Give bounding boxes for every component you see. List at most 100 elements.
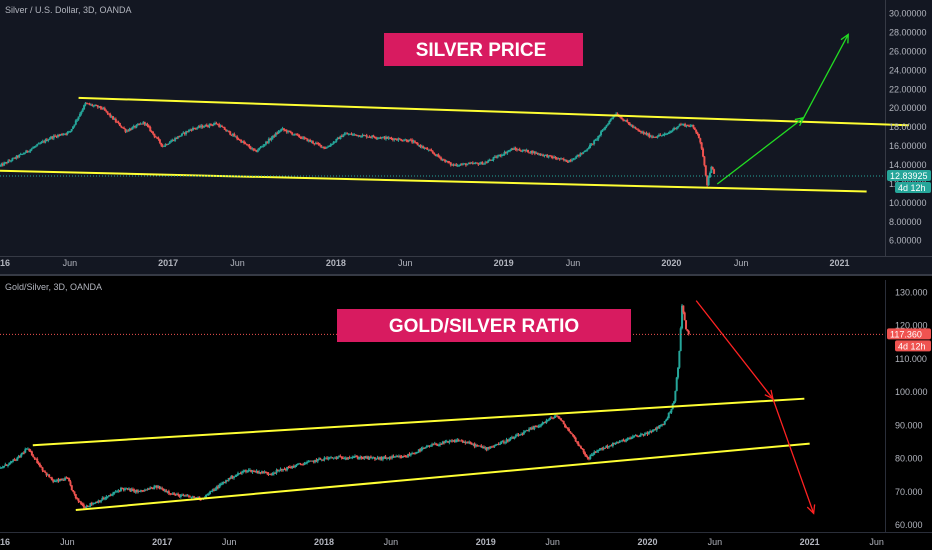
candle-body (318, 144, 321, 146)
candle-body (150, 131, 153, 133)
candle-body (78, 501, 81, 503)
candle-body (618, 441, 621, 444)
candle-body (255, 150, 258, 152)
up-arrow-line[interactable] (803, 34, 849, 119)
candle-body (488, 447, 491, 449)
bottom-candles (0, 303, 690, 510)
price-tick-label: 100.000 (895, 387, 928, 397)
candle-body (141, 490, 144, 492)
candle-body (343, 133, 346, 136)
candle-body (50, 477, 53, 481)
candle-body (403, 456, 406, 458)
candle-body (241, 141, 244, 143)
candle-body (162, 488, 165, 492)
up-arrow-line[interactable] (716, 117, 805, 185)
candle-body (96, 105, 99, 108)
bottom-time-axis[interactable]: 2016 Jun 2017 Jun 2018 Jun 2019 Jun 2020 Jun 2021 J… (0, 537, 884, 547)
candle-body (587, 458, 590, 460)
candle-body (56, 479, 59, 481)
candle-body (328, 145, 331, 147)
candle-body (252, 148, 255, 150)
candle-body (306, 461, 309, 464)
candle-body (604, 126, 607, 130)
down-arrow-line[interactable] (695, 300, 774, 400)
candle-body (287, 130, 290, 133)
candle-body (222, 482, 225, 484)
candle-body (18, 456, 21, 458)
candle-body (437, 154, 440, 157)
candle-body (317, 143, 320, 145)
candle-body (356, 134, 359, 137)
candle-body (472, 443, 475, 445)
bottom-price-axis[interactable]: 130.000 120.000 110.000 100.000 90.000 80.000… (895, 287, 928, 530)
candle-body (415, 452, 418, 454)
candle-body (565, 159, 568, 162)
candle-body (447, 160, 450, 163)
candle-body (70, 128, 73, 132)
candle-body (222, 126, 225, 128)
candle-body (605, 125, 608, 127)
candle-body (526, 430, 529, 432)
price-tick-label: 28.00000 (889, 28, 927, 38)
candle-body (17, 456, 20, 458)
candle-body (288, 130, 291, 132)
candle-body (240, 139, 243, 143)
candle-body (302, 464, 305, 466)
candle-body (654, 429, 657, 431)
candle-body (509, 438, 512, 440)
candle-body (345, 458, 348, 460)
candle-body (307, 461, 310, 463)
candle-body (260, 471, 263, 473)
candle-body (453, 164, 456, 166)
candle-body (229, 478, 232, 480)
candle-body (440, 443, 443, 445)
candle-body (252, 470, 255, 472)
candle-body (442, 159, 445, 161)
candle-body (599, 448, 602, 450)
candle-body (151, 487, 154, 490)
time-tick-label: 2016 (0, 258, 10, 268)
candle-body (440, 157, 443, 160)
candle-body (200, 125, 203, 128)
top-symbol-label[interactable]: Silver / U.S. Dollar, 3D, OANDA (5, 5, 132, 15)
candle-body (378, 137, 381, 139)
candle-body (13, 459, 16, 461)
candle-body (637, 129, 640, 131)
candle-body (686, 329, 689, 332)
candle-body (133, 489, 136, 493)
down-arrow-line[interactable] (772, 398, 815, 514)
candle-body (315, 459, 318, 462)
candle-body (0, 163, 3, 166)
candle-body (44, 139, 47, 143)
candle-body (186, 495, 189, 497)
candle-body (608, 121, 611, 125)
bottom-symbol-label[interactable]: Gold/Silver, 3D, OANDA (5, 282, 102, 292)
channel-line[interactable] (75, 442, 810, 512)
time-tick-label: 2018 (314, 537, 334, 547)
candle-body (609, 118, 612, 122)
candle-body (662, 134, 665, 136)
candle-body (590, 454, 593, 456)
candle-body (371, 457, 374, 459)
candle-body (696, 132, 699, 134)
candle-body (113, 118, 116, 120)
channel-line[interactable] (32, 397, 805, 447)
channel-line[interactable] (78, 96, 909, 127)
candle-body (352, 457, 355, 459)
candle-body (321, 146, 324, 148)
candle-body (702, 148, 705, 157)
candle-body (106, 111, 109, 114)
candle-body (67, 131, 70, 133)
candle-body (22, 153, 25, 155)
candle-body (582, 449, 585, 453)
candle-body (397, 138, 400, 141)
candle-body (597, 449, 600, 452)
candle-body (631, 436, 634, 438)
candle-body (139, 490, 142, 492)
candle-body (23, 152, 26, 154)
candle-body (536, 152, 539, 155)
top-time-axis[interactable]: 2016 Jun 2017 Jun 2018 Jun 2019 Jun 2020 Jun 2021 (0, 258, 850, 268)
candle-body (412, 141, 415, 143)
price-tick-label: 110.000 (895, 354, 927, 364)
channel-line[interactable] (0, 169, 867, 193)
